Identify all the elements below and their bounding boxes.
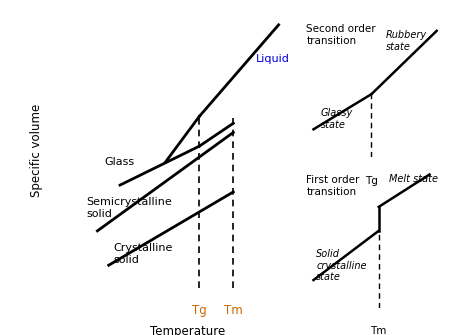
Text: Rubbery
state: Rubbery state [386,30,427,52]
Text: Tg: Tg [192,304,207,317]
Text: Tm: Tm [224,304,243,317]
Text: Second order
transition: Second order transition [306,24,376,46]
Text: Tm: Tm [371,327,387,335]
Text: Glass: Glass [104,157,135,167]
Text: Solid
crystalline
state: Solid crystalline state [316,249,367,282]
Text: Tg: Tg [365,176,378,186]
Text: Specific volume: Specific volume [30,104,43,197]
Text: First order
transition: First order transition [306,175,360,197]
Text: Liquid: Liquid [256,54,290,64]
Text: Glassy
state: Glassy state [321,108,353,130]
Text: Melt state: Melt state [389,175,438,184]
Text: Temperature: Temperature [150,325,226,335]
Text: Semicrystalline
solid: Semicrystalline solid [86,197,172,219]
Text: Crystalline
solid: Crystalline solid [113,243,173,265]
